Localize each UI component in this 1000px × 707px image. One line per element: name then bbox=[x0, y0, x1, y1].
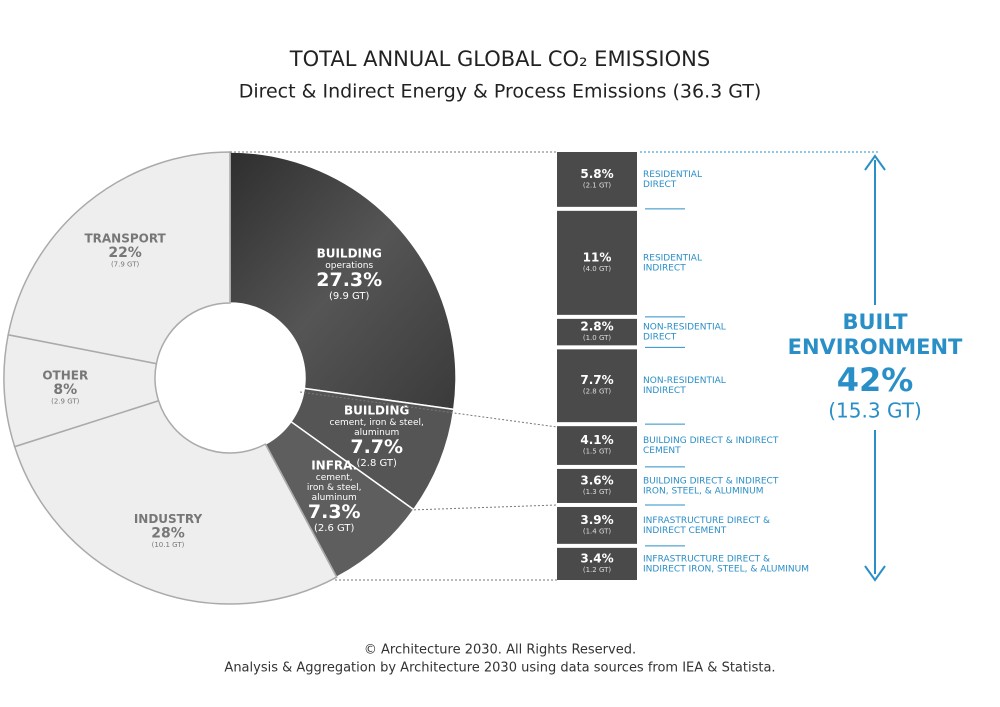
breakdown-value: 7.7% bbox=[580, 373, 613, 387]
breakdown-value: 2.8% bbox=[580, 320, 613, 334]
segment-label: operations bbox=[325, 261, 373, 271]
arrowhead bbox=[864, 154, 886, 171]
footer: Analysis & Aggregation by Architecture 2… bbox=[224, 661, 775, 676]
breakdown-value: 3.6% bbox=[580, 473, 613, 487]
breakdown-bar bbox=[557, 318, 637, 346]
segment-label: (2.9 GT) bbox=[51, 398, 80, 406]
segment-label: (2.6 GT) bbox=[314, 523, 354, 534]
breakdown-label: CEMENT bbox=[643, 446, 681, 456]
arrowhead bbox=[864, 565, 886, 582]
breakdown-bar bbox=[557, 349, 637, 423]
breakdown-amount: (4.0 GT) bbox=[583, 265, 612, 273]
total-value: 42% bbox=[837, 361, 914, 399]
total-label: BUILT bbox=[842, 310, 908, 334]
segment-label: INFRA. bbox=[311, 459, 357, 473]
breakdown-amount: (1.0 GT) bbox=[583, 334, 612, 342]
breakdown-value: 11% bbox=[583, 250, 612, 264]
breakdown-value: 3.9% bbox=[580, 513, 613, 527]
segment-label: (7.9 GT) bbox=[111, 261, 140, 269]
total-label: ENVIRONMENT bbox=[788, 335, 963, 359]
connector bbox=[299, 391, 558, 428]
breakdown-label: DIRECT bbox=[643, 333, 677, 343]
segment-label: BUILDING bbox=[317, 246, 382, 260]
breakdown-label: NON-RESIDENTIAL bbox=[643, 376, 726, 386]
donut-segment bbox=[7, 151, 231, 365]
segment-label: (2.8 GT) bbox=[357, 458, 397, 469]
segment-label: aluminum bbox=[354, 428, 399, 438]
breakdown-bar bbox=[557, 506, 637, 544]
breakdown-bar bbox=[557, 468, 637, 503]
breakdown-label: INFRASTRUCTURE DIRECT & bbox=[643, 516, 770, 526]
subtitle: Direct & Indirect Energy & Process Emiss… bbox=[239, 81, 762, 103]
breakdown-label: INDIRECT IRON, STEEL, & ALUMINUM bbox=[643, 564, 809, 574]
breakdown-label: RESIDENTIAL bbox=[643, 170, 702, 180]
total-amount: (15.3 GT) bbox=[828, 399, 922, 423]
donut-segment bbox=[13, 399, 338, 605]
breakdown-label: BUILDING DIRECT & INDIRECT bbox=[643, 476, 779, 486]
breakdown-value: 3.4% bbox=[580, 551, 613, 565]
breakdown-label: BUILDING DIRECT & INDIRECT bbox=[643, 436, 779, 446]
breakdown-amount: (1.3 GT) bbox=[583, 488, 612, 496]
breakdown-label: INDIRECT CEMENT bbox=[643, 526, 727, 536]
breakdown-bar bbox=[557, 426, 637, 465]
breakdown-label: INDIRECT bbox=[643, 263, 686, 273]
segment-label: aluminum bbox=[312, 493, 357, 503]
segment-label: iron & steel, bbox=[307, 483, 362, 493]
segment-label: 22% bbox=[108, 245, 142, 261]
segment-label: 27.3% bbox=[316, 269, 382, 291]
breakdown-bar bbox=[557, 152, 637, 207]
segment-label: cement, bbox=[316, 473, 353, 483]
footer: © Architecture 2030. All Rights Reserved… bbox=[364, 643, 636, 658]
breakdown-bar bbox=[557, 547, 637, 580]
segment-label: 7.7% bbox=[350, 436, 403, 458]
breakdown-value: 5.8% bbox=[580, 167, 613, 181]
segment-label: INDUSTRY bbox=[134, 512, 203, 526]
breakdown-value: 4.1% bbox=[580, 433, 613, 447]
segment-label: (10.1 GT) bbox=[152, 541, 185, 549]
breakdown-amount: (1.4 GT) bbox=[583, 527, 612, 535]
segment-label: BUILDING bbox=[344, 404, 409, 418]
breakdown-amount: (2.8 GT) bbox=[583, 388, 612, 396]
segment-label: 8% bbox=[53, 382, 77, 398]
breakdown-label: IRON, STEEL, & ALUMINUM bbox=[643, 486, 763, 496]
donut-segment bbox=[229, 151, 457, 411]
breakdown-label: INDIRECT bbox=[643, 386, 686, 396]
breakdown-amount: (1.2 GT) bbox=[583, 566, 612, 574]
breakdown-bar bbox=[557, 210, 637, 315]
breakdown-label: DIRECT bbox=[643, 180, 677, 190]
segment-label: OTHER bbox=[42, 369, 88, 383]
segment-label: 7.3% bbox=[308, 501, 361, 523]
breakdown-amount: (2.1 GT) bbox=[583, 181, 612, 189]
title: TOTAL ANNUAL GLOBAL CO₂ EMISSIONS bbox=[289, 47, 710, 71]
connector bbox=[409, 504, 558, 511]
breakdown-label: INFRASTRUCTURE DIRECT & bbox=[643, 554, 770, 564]
segment-label: TRANSPORT bbox=[84, 232, 166, 246]
breakdown-label: RESIDENTIAL bbox=[643, 253, 702, 263]
breakdown-label: NON-RESIDENTIAL bbox=[643, 323, 726, 333]
segment-label: 28% bbox=[151, 525, 185, 541]
segment-label: (9.9 GT) bbox=[329, 291, 369, 302]
breakdown-amount: (1.5 GT) bbox=[583, 448, 612, 456]
segment-label: cement, iron & steel, bbox=[330, 418, 424, 428]
